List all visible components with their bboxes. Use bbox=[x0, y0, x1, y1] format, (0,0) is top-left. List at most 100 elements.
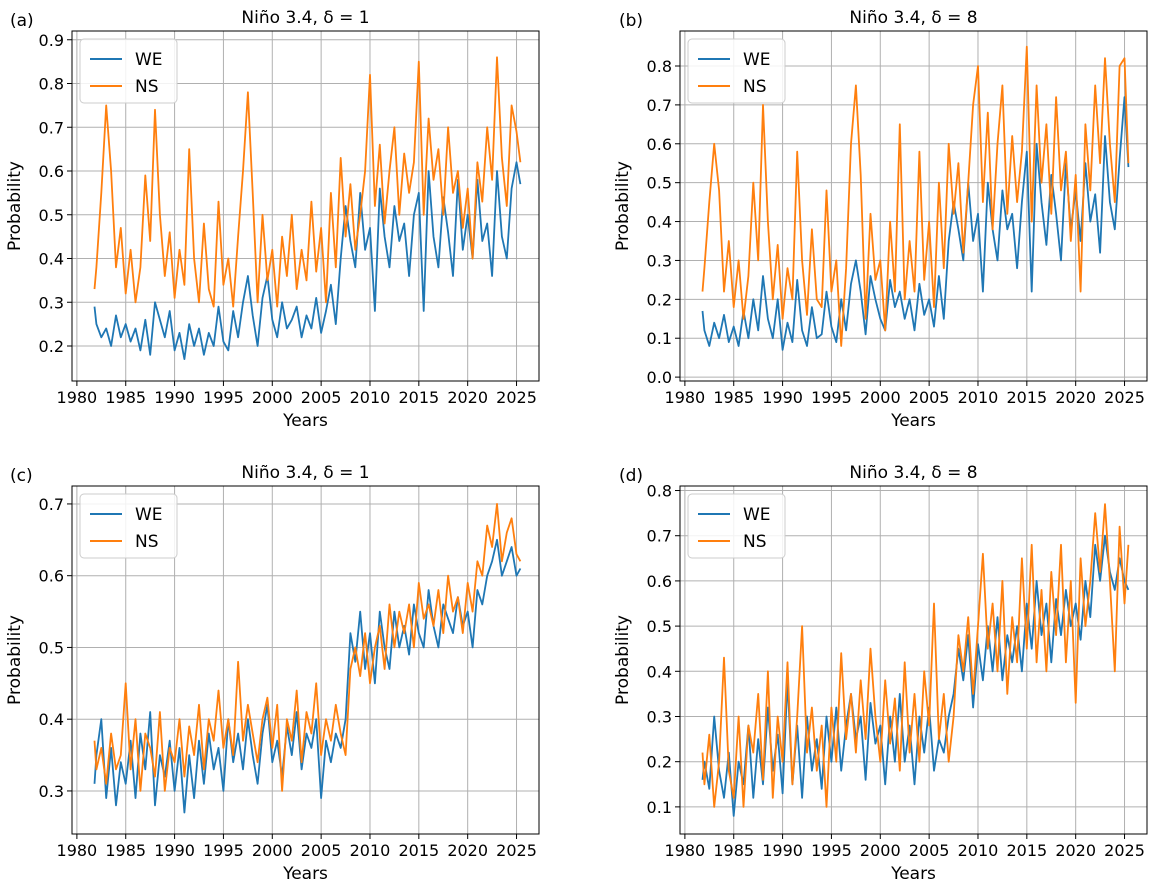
x-axis-label: Years bbox=[890, 411, 936, 431]
y-tick-label: 0.2 bbox=[647, 290, 672, 309]
x-tick-label: 2025 bbox=[496, 388, 537, 407]
y-tick-label: 0.3 bbox=[39, 293, 64, 312]
y-tick-label: 0.3 bbox=[39, 782, 64, 801]
x-tick-label: 2015 bbox=[1006, 388, 1047, 407]
panel-label: (d) bbox=[619, 466, 643, 486]
y-tick-label: 0.8 bbox=[647, 57, 672, 76]
y-tick-label: 0.7 bbox=[647, 96, 672, 115]
x-tick-label: 2020 bbox=[1055, 841, 1096, 860]
y-axis-label: Probability bbox=[613, 161, 633, 251]
legend-label-ns: NS bbox=[135, 532, 159, 552]
x-tick-label: 2005 bbox=[909, 388, 950, 407]
x-tick-label: 2015 bbox=[398, 388, 439, 407]
legend-label-we: WE bbox=[743, 50, 771, 70]
legend-label-ns: NS bbox=[743, 532, 767, 552]
legend-box bbox=[79, 493, 178, 559]
x-tick-label: 2010 bbox=[350, 841, 391, 860]
series-line-we bbox=[93, 161, 522, 361]
chart-panel: 1980 1985 1990 1995 2000 2005 2010 2015 2020 2025… bbox=[5, 463, 540, 884]
x-tick-label: 1985 bbox=[713, 388, 754, 407]
axes-frame bbox=[71, 485, 540, 835]
x-tick-label: 1980 bbox=[57, 388, 98, 407]
y-tick-label: 0.5 bbox=[647, 617, 672, 636]
chart-title: Niño 3.4, δ = 1 bbox=[241, 463, 369, 483]
x-tick-label: 2005 bbox=[301, 388, 342, 407]
panel-label: (b) bbox=[619, 11, 643, 31]
y-tick-label: 0.2 bbox=[39, 337, 64, 356]
y-tick-label: 0.1 bbox=[647, 329, 672, 348]
series-line-ns bbox=[93, 502, 522, 792]
y-tick-label: 0.1 bbox=[647, 798, 672, 817]
x-axis-label: Years bbox=[282, 411, 328, 431]
y-tick-label: 0.6 bbox=[39, 567, 64, 586]
legend-label-ns: NS bbox=[743, 77, 767, 97]
x-tick-label: 2000 bbox=[252, 841, 293, 860]
y-tick-label: 0.7 bbox=[39, 118, 64, 137]
legend-box bbox=[687, 493, 786, 559]
x-tick-label: 1990 bbox=[154, 841, 195, 860]
x-tick-label: 2015 bbox=[1006, 841, 1047, 860]
chart-title: Niño 3.4, δ = 8 bbox=[849, 8, 977, 28]
y-tick-label: 0.9 bbox=[39, 31, 64, 50]
chart-panel: 1980 1985 1990 1995 2000 2005 2010 2015 2020 2025… bbox=[613, 8, 1148, 431]
legend-label-ns: NS bbox=[135, 77, 159, 97]
legend: WE NS bbox=[687, 493, 786, 559]
x-tick-label: 1990 bbox=[154, 388, 195, 407]
x-tick-label: 1985 bbox=[105, 841, 146, 860]
x-tick-label: 1985 bbox=[713, 841, 754, 860]
axes-frame bbox=[679, 30, 1148, 382]
x-tick-label: 1980 bbox=[57, 841, 98, 860]
y-tick-label: 0.4 bbox=[647, 662, 672, 681]
x-axis-label: Years bbox=[282, 864, 328, 884]
x-tick-label: 2010 bbox=[958, 388, 999, 407]
x-tick-label: 2005 bbox=[301, 841, 342, 860]
x-tick-label: 2005 bbox=[909, 841, 950, 860]
legend-box bbox=[687, 38, 786, 104]
legend: WE NS bbox=[687, 38, 786, 104]
panel-label: (a) bbox=[10, 11, 34, 31]
y-tick-label: 0.3 bbox=[647, 707, 672, 726]
y-tick-label: 0.6 bbox=[647, 135, 672, 154]
y-tick-label: 0.0 bbox=[647, 368, 672, 387]
x-tick-label: 2010 bbox=[350, 388, 391, 407]
x-tick-label: 1985 bbox=[105, 388, 146, 407]
y-axis-label: Probability bbox=[5, 615, 25, 705]
x-tick-label: 1995 bbox=[203, 841, 244, 860]
x-tick-label: 2025 bbox=[1104, 388, 1145, 407]
y-tick-label: 0.8 bbox=[647, 482, 672, 501]
x-tick-label: 2025 bbox=[496, 841, 537, 860]
x-tick-label: 2015 bbox=[398, 841, 439, 860]
x-tick-label: 2020 bbox=[447, 388, 488, 407]
x-tick-label: 2000 bbox=[252, 388, 293, 407]
chart-panel: 1980 1985 1990 1995 2000 2005 2010 2015 2020 2025… bbox=[5, 8, 540, 431]
y-tick-label: 0.4 bbox=[647, 213, 672, 232]
y-tick-label: 0.6 bbox=[39, 162, 64, 181]
y-tick-label: 0.5 bbox=[647, 174, 672, 193]
y-tick-label: 0.5 bbox=[39, 638, 64, 657]
x-tick-label: 2020 bbox=[1055, 388, 1096, 407]
panel-label: (c) bbox=[10, 466, 33, 486]
legend: WE NS bbox=[79, 38, 178, 104]
y-tick-label: 0.8 bbox=[39, 75, 64, 94]
y-tick-label: 0.6 bbox=[647, 572, 672, 591]
y-tick-label: 0.7 bbox=[647, 527, 672, 546]
x-tick-label: 1980 bbox=[665, 841, 706, 860]
y-tick-label: 0.4 bbox=[39, 250, 64, 269]
series-line-we bbox=[701, 534, 1130, 817]
x-tick-label: 2020 bbox=[447, 841, 488, 860]
chart-panel: 1980 1985 1990 1995 2000 2005 2010 2015 2020 2025… bbox=[613, 463, 1148, 884]
x-tick-label: 1980 bbox=[665, 388, 706, 407]
legend: WE NS bbox=[79, 493, 178, 559]
series-line-we bbox=[93, 538, 522, 814]
x-tick-label: 2025 bbox=[1104, 841, 1145, 860]
y-tick-label: 0.4 bbox=[39, 710, 64, 729]
axes-frame bbox=[71, 30, 540, 382]
legend-box bbox=[79, 38, 178, 104]
legend-label-we: WE bbox=[135, 505, 163, 525]
chart-title: Niño 3.4, δ = 8 bbox=[849, 463, 977, 483]
x-tick-label: 1995 bbox=[203, 388, 244, 407]
chart-title: Niño 3.4, δ = 1 bbox=[241, 8, 369, 28]
x-tick-label: 1990 bbox=[762, 841, 803, 860]
legend-label-we: WE bbox=[743, 505, 771, 525]
x-tick-label: 1995 bbox=[811, 841, 852, 860]
